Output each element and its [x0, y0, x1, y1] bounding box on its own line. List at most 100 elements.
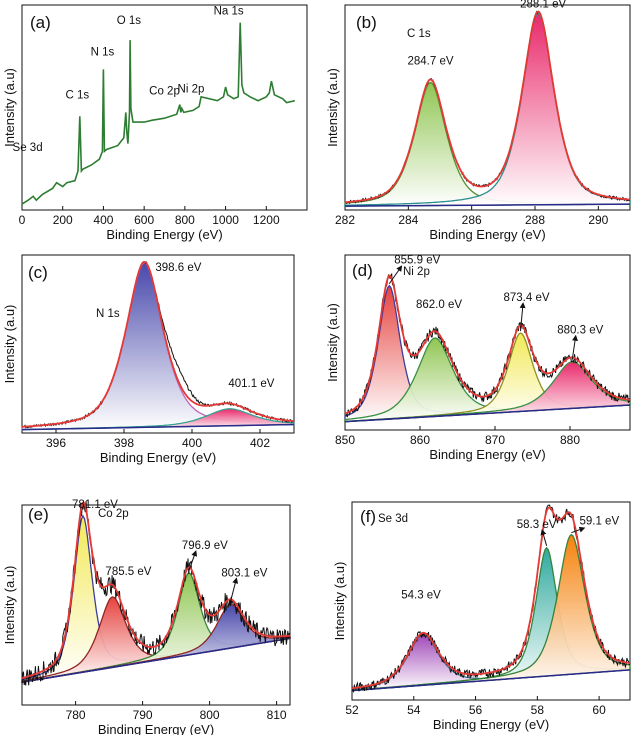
- x-axis-label: Binding Energy (eV): [98, 722, 214, 735]
- y-axis-label: Intensity (a.u): [325, 303, 340, 382]
- peak-label: 59.1 eV: [579, 516, 619, 528]
- x-axis-label: Binding Energy (eV): [433, 717, 549, 732]
- x-tick-label: 870: [485, 433, 505, 447]
- envelope-fit-line: [344, 274, 631, 415]
- panel-1: 0 200 400 600 800 1000 1200 Binding Energy (eV)…: [2, 4, 308, 242]
- x-tick-label: 0: [19, 213, 26, 227]
- spectrum-title: Se 3d: [378, 513, 408, 525]
- envelope-fit-line: [21, 501, 291, 680]
- peak-label: 54.3 eV: [401, 589, 441, 601]
- x-tick-label: 400: [182, 436, 202, 450]
- y-axis-label: Intensity (a.u): [325, 68, 340, 147]
- x-tick-label: 1000: [212, 213, 239, 227]
- x-tick-label: 286: [462, 213, 482, 227]
- y-axis-label: Intensity (a.u): [2, 566, 17, 645]
- survey-line: [21, 22, 295, 205]
- panel-label: (e): [28, 505, 49, 524]
- x-tick-label: 1200: [253, 213, 280, 227]
- peak-arrow: [540, 528, 548, 546]
- envelope-fit-line: [351, 506, 631, 690]
- raw-data-line: [344, 272, 631, 418]
- survey-annotation: Ni 2p: [178, 83, 205, 95]
- peak-label: 398.6 eV: [155, 262, 201, 274]
- x-tick-label: 282: [335, 213, 355, 227]
- x-axis-label: Binding Energy (eV): [106, 227, 222, 242]
- baseline: [21, 423, 295, 431]
- x-tick-label: 398: [114, 436, 134, 450]
- peak-label: 880.3 eV: [557, 325, 603, 337]
- peak-label: 58.3 eV: [517, 519, 557, 531]
- panel-3: 396 398 400 402 Binding Energy (eV) Intensity…: [2, 254, 295, 465]
- panel-4: 850 860 870 880 Binding Energy (eV) Intensity…: [325, 254, 631, 462]
- x-tick-label: 284: [398, 213, 418, 227]
- x-tick-label: 56: [469, 703, 483, 717]
- panel-label: (f): [360, 507, 376, 526]
- y-axis-label: Intensity (a.u): [2, 68, 17, 147]
- peak-label: 401.1 eV: [228, 378, 274, 390]
- x-tick-label: 58: [531, 703, 545, 717]
- y-axis-label: Intensity (a.u): [2, 305, 17, 384]
- peak-arrow: [571, 334, 578, 360]
- peak-arrow: [229, 577, 239, 603]
- peak-label: 855.9 eV: [394, 255, 440, 267]
- plot-frame: [351, 501, 631, 701]
- peak-label: 873.4 eV: [503, 292, 549, 304]
- x-tick-label: 800: [200, 708, 220, 722]
- panel-label: (d): [352, 261, 373, 280]
- peak-label: 796.9 eV: [182, 540, 228, 552]
- panel-label: (c): [28, 263, 48, 282]
- x-tick-label: 54: [407, 703, 421, 717]
- x-tick-label: 860: [410, 433, 430, 447]
- y-axis-label: Intensity (a.u): [332, 562, 347, 641]
- envelope-fit-line: [345, 10, 631, 204]
- panel-5: 780 790 800 810 Binding Energy (eV) Intensity…: [2, 499, 291, 735]
- plot-frame: [21, 504, 291, 706]
- panel-label: (b): [356, 13, 377, 32]
- peak-arrow: [188, 550, 198, 572]
- plot-frame: [344, 254, 631, 431]
- survey-annotation: Na 1s: [214, 6, 244, 18]
- peak-label: 781.1 eV: [72, 499, 118, 511]
- x-tick-label: 800: [175, 213, 195, 227]
- x-tick-label: 60: [592, 703, 606, 717]
- baseline: [344, 404, 631, 423]
- peak-label: 284.7 eV: [407, 56, 453, 68]
- x-axis-label: Binding Energy (eV): [100, 450, 216, 465]
- peak-arrow: [519, 302, 526, 332]
- survey-annotation: Co 2p: [149, 85, 180, 97]
- baseline: [351, 669, 631, 692]
- fit-component-peak: [21, 262, 295, 431]
- baseline: [344, 203, 631, 207]
- peak-label: 862.0 eV: [416, 299, 462, 311]
- x-tick-label: 810: [267, 708, 287, 722]
- peak-label: 785.5 eV: [105, 566, 151, 578]
- plot-frame: [344, 4, 631, 211]
- peak-arrow: [571, 526, 586, 534]
- spectrum-title: N 1s: [96, 308, 120, 320]
- x-tick-label: 200: [53, 213, 73, 227]
- peak-label: 803.1 eV: [221, 567, 267, 579]
- peak-label: 288.1 eV: [520, 0, 566, 10]
- x-tick-label: 780: [66, 708, 86, 722]
- peak-arrow: [388, 265, 403, 285]
- envelope-fit-line: [21, 261, 295, 428]
- panel-label: (a): [30, 13, 51, 32]
- spectrum-title: C 1s: [407, 28, 431, 40]
- x-tick-label: 600: [134, 213, 154, 227]
- panel-2: 282 284 286 288 290 Binding Energy (eV) Intens…: [325, 0, 631, 242]
- x-tick-label: 396: [46, 436, 66, 450]
- plot-frame: [21, 254, 295, 434]
- fit-component-peak: [344, 81, 631, 207]
- survey-annotation: O 1s: [117, 15, 142, 27]
- baseline: [21, 637, 291, 683]
- raw-data-line: [344, 10, 631, 205]
- x-tick-label: 288: [525, 213, 545, 227]
- panel-6: 52 54 56 58 60 Binding Energy (eV) Intensity (…: [332, 501, 631, 732]
- x-tick-label: 402: [250, 436, 270, 450]
- fit-component-peak: [351, 533, 631, 692]
- x-tick-label: 400: [93, 213, 113, 227]
- x-tick-label: 290: [588, 213, 608, 227]
- x-tick-label: 52: [345, 703, 359, 717]
- x-tick-label: 790: [133, 708, 153, 722]
